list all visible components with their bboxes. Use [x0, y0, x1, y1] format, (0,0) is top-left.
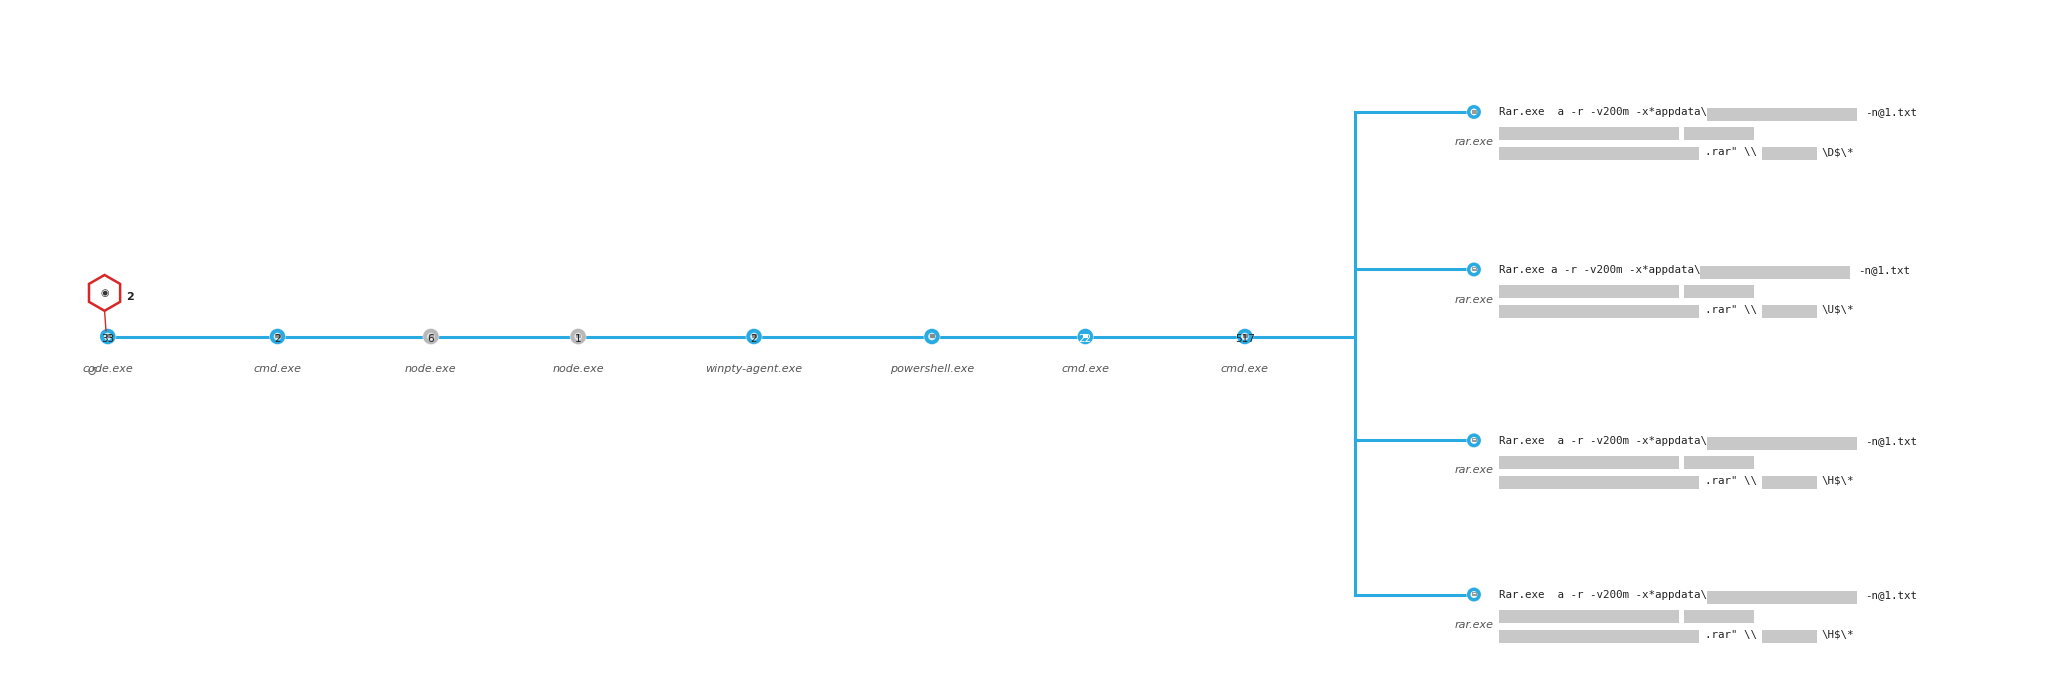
- Circle shape: [926, 330, 938, 343]
- FancyBboxPatch shape: [1473, 438, 1477, 439]
- FancyBboxPatch shape: [274, 334, 281, 337]
- Circle shape: [102, 330, 113, 343]
- Text: Rar.exe  a -r -v200m -x*appdata\: Rar.exe a -r -v200m -x*appdata\: [1499, 107, 1708, 117]
- Circle shape: [569, 328, 586, 345]
- FancyBboxPatch shape: [1761, 147, 1817, 160]
- Circle shape: [100, 328, 115, 345]
- Circle shape: [1468, 264, 1479, 275]
- FancyBboxPatch shape: [1473, 592, 1477, 595]
- FancyBboxPatch shape: [1473, 438, 1477, 441]
- Circle shape: [1466, 588, 1481, 602]
- FancyBboxPatch shape: [1243, 334, 1247, 337]
- FancyBboxPatch shape: [1499, 305, 1700, 318]
- Circle shape: [272, 330, 283, 343]
- Text: Rar.exe  a -r -v200m -x*appdata\: Rar.exe a -r -v200m -x*appdata\: [1499, 435, 1708, 446]
- Circle shape: [424, 328, 438, 345]
- Polygon shape: [88, 275, 121, 311]
- Text: 2: 2: [274, 334, 281, 344]
- Text: .rar" \\: .rar" \\: [1704, 630, 1757, 640]
- FancyBboxPatch shape: [930, 334, 934, 337]
- Circle shape: [1468, 107, 1479, 117]
- Text: rar.exe: rar.exe: [1454, 137, 1493, 147]
- FancyBboxPatch shape: [1706, 591, 1858, 604]
- FancyBboxPatch shape: [1683, 456, 1753, 468]
- Circle shape: [270, 328, 285, 345]
- FancyBboxPatch shape: [1700, 266, 1849, 279]
- Text: -n@1.txt: -n@1.txt: [1864, 590, 1917, 600]
- Text: 517: 517: [1235, 334, 1255, 344]
- Text: -n@1.txt: -n@1.txt: [1858, 264, 1911, 275]
- Text: 6: 6: [428, 334, 434, 344]
- FancyBboxPatch shape: [1706, 437, 1858, 450]
- FancyBboxPatch shape: [1499, 127, 1679, 140]
- Text: 2: 2: [127, 292, 135, 302]
- Text: Rar.exe a -r -v200m -x*appdata\: Rar.exe a -r -v200m -x*appdata\: [1499, 264, 1700, 275]
- Text: \D$\*: \D$\*: [1821, 147, 1853, 157]
- FancyBboxPatch shape: [1683, 610, 1753, 623]
- Text: 22: 22: [1079, 334, 1092, 344]
- FancyBboxPatch shape: [1473, 110, 1477, 112]
- Text: .rar" \\: .rar" \\: [1704, 476, 1757, 485]
- FancyBboxPatch shape: [1473, 267, 1477, 268]
- Text: cmd.exe: cmd.exe: [1221, 364, 1270, 374]
- Circle shape: [571, 330, 584, 343]
- Text: 1: 1: [575, 334, 582, 344]
- FancyBboxPatch shape: [1683, 127, 1753, 140]
- FancyBboxPatch shape: [428, 334, 432, 337]
- FancyBboxPatch shape: [1683, 285, 1753, 297]
- Text: \U$\*: \U$\*: [1821, 305, 1853, 315]
- Text: cmd.exe: cmd.exe: [254, 364, 301, 374]
- FancyBboxPatch shape: [1499, 630, 1700, 643]
- Text: ◉: ◉: [100, 288, 109, 298]
- Text: rar.exe: rar.exe: [1454, 466, 1493, 476]
- Text: 2: 2: [752, 334, 758, 344]
- FancyBboxPatch shape: [1499, 456, 1679, 468]
- FancyBboxPatch shape: [1499, 610, 1679, 623]
- Text: node.exe: node.exe: [553, 364, 604, 374]
- Circle shape: [1239, 330, 1251, 343]
- Text: Rar.exe  a -r -v200m -x*appdata\: Rar.exe a -r -v200m -x*appdata\: [1499, 590, 1708, 600]
- FancyBboxPatch shape: [1761, 630, 1817, 643]
- Text: \H$\*: \H$\*: [1821, 476, 1853, 485]
- Text: rar.exe: rar.exe: [1454, 295, 1493, 305]
- Text: winpty-agent.exe: winpty-agent.exe: [705, 364, 803, 374]
- Text: code.exe: code.exe: [82, 364, 133, 374]
- FancyBboxPatch shape: [1499, 476, 1700, 489]
- FancyBboxPatch shape: [575, 334, 580, 337]
- Circle shape: [1468, 435, 1479, 446]
- Circle shape: [1468, 590, 1479, 600]
- FancyBboxPatch shape: [1499, 147, 1700, 160]
- Text: .rar" \\: .rar" \\: [1704, 147, 1757, 157]
- Text: 33: 33: [100, 334, 115, 344]
- Circle shape: [924, 328, 940, 345]
- FancyBboxPatch shape: [1083, 334, 1087, 337]
- Text: ↺: ↺: [86, 366, 96, 379]
- Circle shape: [1466, 105, 1481, 119]
- FancyBboxPatch shape: [106, 334, 111, 337]
- FancyBboxPatch shape: [752, 334, 756, 337]
- Circle shape: [745, 328, 762, 345]
- Text: \H$\*: \H$\*: [1821, 630, 1853, 640]
- Circle shape: [1079, 330, 1092, 343]
- FancyBboxPatch shape: [1761, 305, 1817, 318]
- Text: powershell.exe: powershell.exe: [889, 364, 975, 374]
- Text: node.exe: node.exe: [406, 364, 457, 374]
- Circle shape: [1466, 262, 1481, 277]
- Text: -n@1.txt: -n@1.txt: [1864, 435, 1917, 446]
- Text: -n@1.txt: -n@1.txt: [1864, 107, 1917, 117]
- Text: .rar" \\: .rar" \\: [1704, 305, 1757, 315]
- Circle shape: [1466, 433, 1481, 448]
- Circle shape: [1237, 328, 1253, 345]
- FancyBboxPatch shape: [1473, 267, 1477, 270]
- Circle shape: [748, 330, 760, 343]
- Circle shape: [426, 330, 436, 343]
- FancyBboxPatch shape: [1473, 592, 1477, 593]
- FancyBboxPatch shape: [1761, 476, 1817, 489]
- FancyBboxPatch shape: [1706, 108, 1858, 121]
- FancyBboxPatch shape: [1499, 285, 1679, 297]
- Circle shape: [1077, 328, 1094, 345]
- Text: cmd.exe: cmd.exe: [1061, 364, 1110, 374]
- Text: rar.exe: rar.exe: [1454, 620, 1493, 630]
